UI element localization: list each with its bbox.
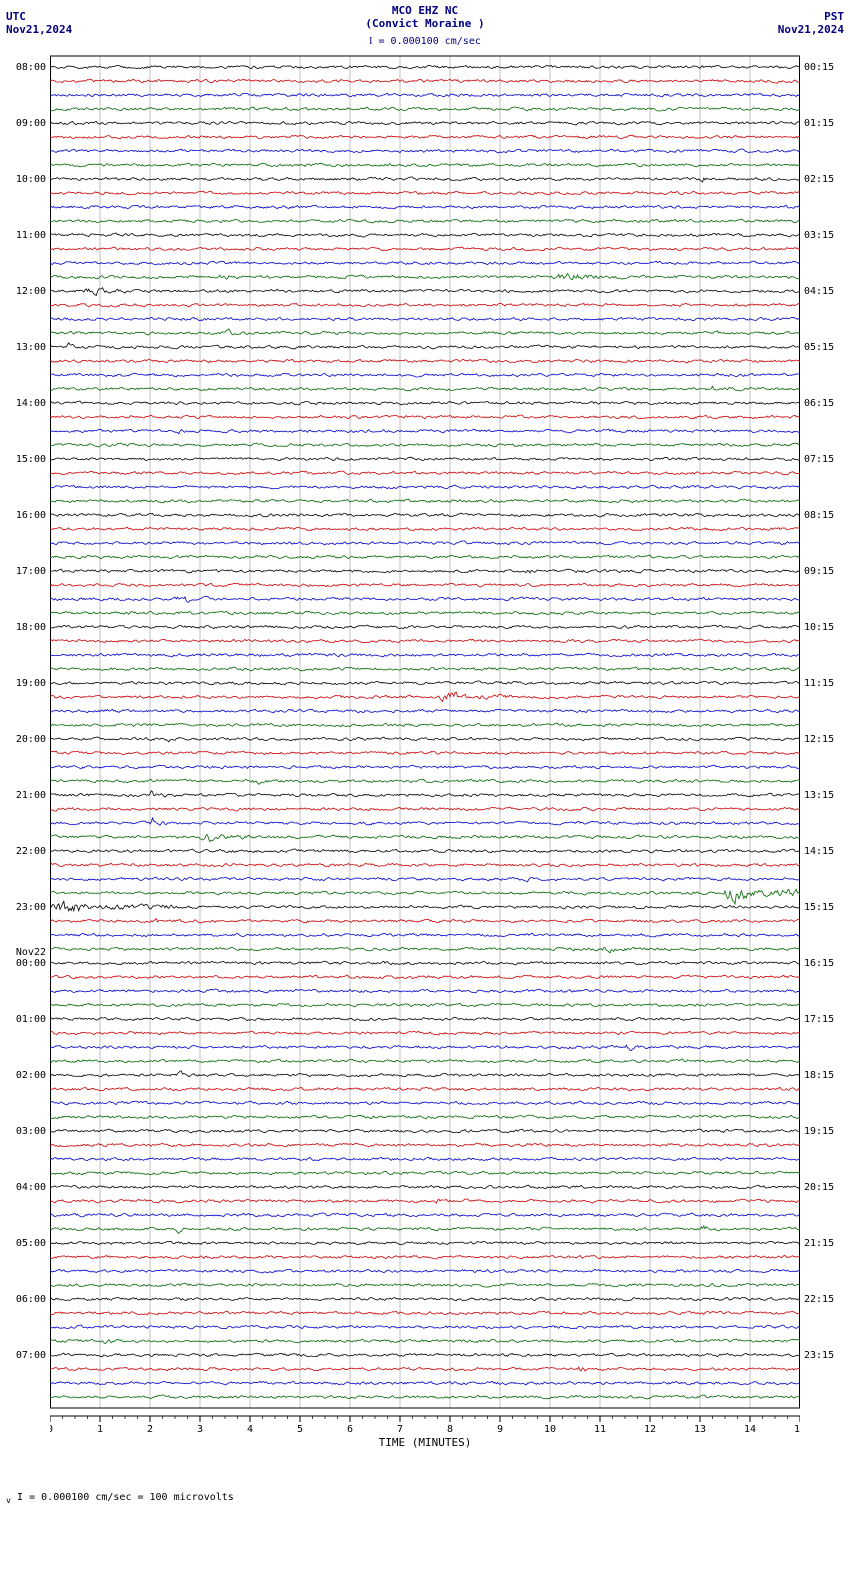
pst-time-label: 17:15 (804, 1014, 834, 1025)
tz-left: UTC (6, 10, 72, 23)
utc-time-label: 10:00 (16, 174, 46, 185)
utc-time-label: 11:00 (16, 230, 46, 241)
utc-time-label: 05:00 (16, 1238, 46, 1249)
utc-time-label: 22:00 (16, 846, 46, 857)
utc-time-label: 23:00 (16, 902, 46, 913)
pst-time-label: 11:15 (804, 678, 834, 689)
svg-text:12: 12 (644, 1424, 656, 1435)
date-prefix-label: Nov22 (16, 947, 46, 958)
utc-time-label: 07:00 (16, 1350, 46, 1361)
utc-time-label: 01:00 (16, 1014, 46, 1025)
pst-time-label: 22:15 (804, 1294, 834, 1305)
pst-time-label: 19:15 (804, 1126, 834, 1137)
utc-time-label: 12:00 (16, 286, 46, 297)
scale-text: I = 0.000100 cm/sec (369, 36, 481, 47)
utc-time-label: 17:00 (16, 566, 46, 577)
svg-text:2: 2 (147, 1424, 153, 1435)
svg-text:5: 5 (297, 1424, 303, 1435)
footer: v I = 0.000100 cm/sec = 100 microvolts (0, 1486, 850, 1511)
utc-time-label: 15:00 (16, 454, 46, 465)
svg-text:3: 3 (197, 1424, 203, 1435)
svg-text:11: 11 (594, 1424, 606, 1435)
left-time-labels: 08:00 09:00 10:00 11:00 12:00 13:00 14:00 15:00… (4, 52, 48, 1436)
svg-text:15: 15 (794, 1424, 800, 1435)
utc-time-label: 13:00 (16, 342, 46, 353)
pst-time-label: 08:15 (804, 510, 834, 521)
date-right: Nov21,2024 (778, 23, 844, 36)
pst-time-label: 09:15 (804, 566, 834, 577)
utc-time-label: 18:00 (16, 622, 46, 633)
pst-time-label: 07:15 (804, 454, 834, 465)
pst-time-label: 18:15 (804, 1070, 834, 1081)
pst-time-label: 00:15 (804, 62, 834, 73)
pst-time-label: 06:15 (804, 398, 834, 409)
pst-time-label: 13:15 (804, 790, 834, 801)
pst-time-label: 05:15 (804, 342, 834, 353)
pst-time-label: 16:15 (804, 958, 834, 969)
pst-time-label: 02:15 (804, 174, 834, 185)
utc-time-label: 04:00 (16, 1182, 46, 1193)
svg-text:4: 4 (247, 1424, 253, 1435)
svg-text:1: 1 (97, 1424, 103, 1435)
svg-text:6: 6 (347, 1424, 353, 1435)
date-left: Nov21,2024 (6, 23, 72, 36)
pst-time-label: 12:15 (804, 734, 834, 745)
utc-time-label: 20:00 (16, 734, 46, 745)
utc-time-label: 02:00 (16, 1070, 46, 1081)
pst-time-label: 15:15 (804, 902, 834, 913)
header-left: UTC Nov21,2024 (6, 10, 72, 36)
utc-time-label: 16:00 (16, 510, 46, 521)
utc-time-label: 21:00 (16, 790, 46, 801)
svg-text:9: 9 (497, 1424, 503, 1435)
right-time-labels: 00:15 01:15 02:15 03:15 04:15 05:15 06:15 07:15… (802, 52, 846, 1436)
station-code: MCO EHZ NC (365, 4, 484, 17)
svg-text:10: 10 (544, 1424, 556, 1435)
pst-time-label: 20:15 (804, 1182, 834, 1193)
utc-time-label: 03:00 (16, 1126, 46, 1137)
pst-time-label: 01:15 (804, 118, 834, 129)
pst-time-label: 10:15 (804, 622, 834, 633)
svg-text:7: 7 (397, 1424, 403, 1435)
utc-time-label: 08:00 (16, 62, 46, 73)
station-location: (Convict Moraine ) (365, 17, 484, 30)
pst-time-label: 04:15 (804, 286, 834, 297)
pst-time-label: 23:15 (804, 1350, 834, 1361)
svg-text:0: 0 (50, 1424, 53, 1435)
svg-text:TIME (MINUTES): TIME (MINUTES) (379, 1436, 472, 1449)
header-right: PST Nov21,2024 (778, 10, 844, 36)
seismogram-traces: 0123456789101112131415TIME (MINUTES) (50, 52, 800, 1486)
pst-time-label: 14:15 (804, 846, 834, 857)
svg-text:14: 14 (744, 1424, 756, 1435)
header-center: MCO EHZ NC (Convict Moraine ) (365, 4, 484, 30)
utc-time-label: 00:00 (16, 958, 46, 969)
tz-right: PST (778, 10, 844, 23)
svg-text:13: 13 (694, 1424, 706, 1435)
utc-time-label: 19:00 (16, 678, 46, 689)
utc-time-label: 06:00 (16, 1294, 46, 1305)
utc-time-label: 09:00 (16, 118, 46, 129)
svg-text:8: 8 (447, 1424, 453, 1435)
pst-time-label: 21:15 (804, 1238, 834, 1249)
pst-time-label: 03:15 (804, 230, 834, 241)
header: UTC Nov21,2024 MCO EHZ NC (Convict Morai… (0, 0, 850, 52)
helicorder-plot: 08:00 09:00 10:00 11:00 12:00 13:00 14:00 15:00… (4, 52, 846, 1486)
utc-time-label: 14:00 (16, 398, 46, 409)
